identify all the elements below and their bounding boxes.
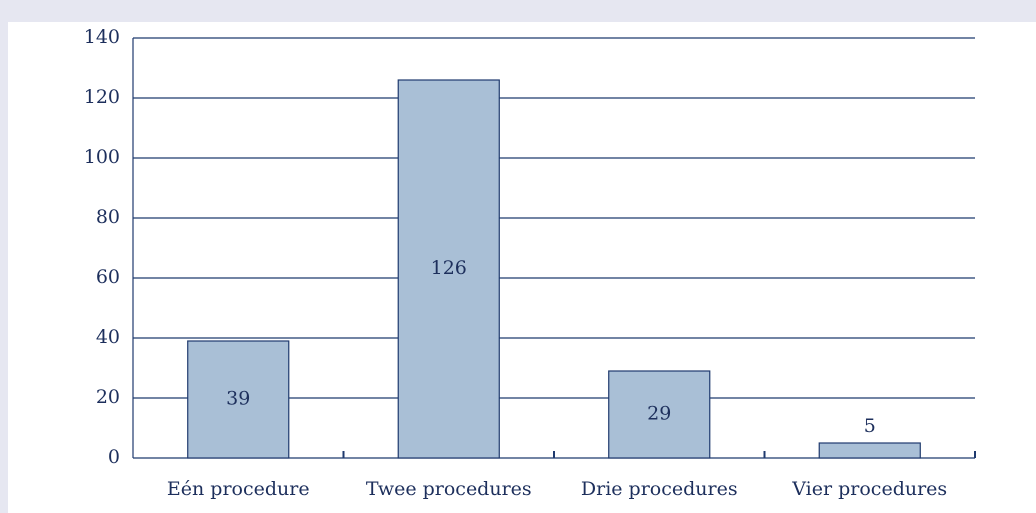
y-tick-label: 120 <box>84 86 120 108</box>
bar <box>397 79 500 459</box>
y-tick-label: 100 <box>84 146 120 168</box>
y-tick-label: 60 <box>96 266 120 288</box>
bar <box>187 340 290 459</box>
bar <box>818 442 921 459</box>
y-tick-label: 20 <box>96 386 120 408</box>
x-tick-label: Vier procedures <box>791 478 947 500</box>
value-label: 39 <box>226 388 250 410</box>
x-tick-label: Twee procedures <box>366 478 532 500</box>
y-tick-label: 80 <box>96 206 120 228</box>
x-tick-label: Drie procedures <box>581 478 738 500</box>
y-tick-label: 0 <box>108 446 120 468</box>
panel <box>8 22 1036 513</box>
y-tick-label: 140 <box>84 26 120 48</box>
bar <box>608 370 711 459</box>
value-label: 5 <box>864 415 876 437</box>
value-label: 29 <box>647 403 671 425</box>
y-tick-label: 40 <box>96 326 120 348</box>
value-label: 126 <box>431 257 467 279</box>
x-tick-label: Eén procedure <box>167 478 310 500</box>
